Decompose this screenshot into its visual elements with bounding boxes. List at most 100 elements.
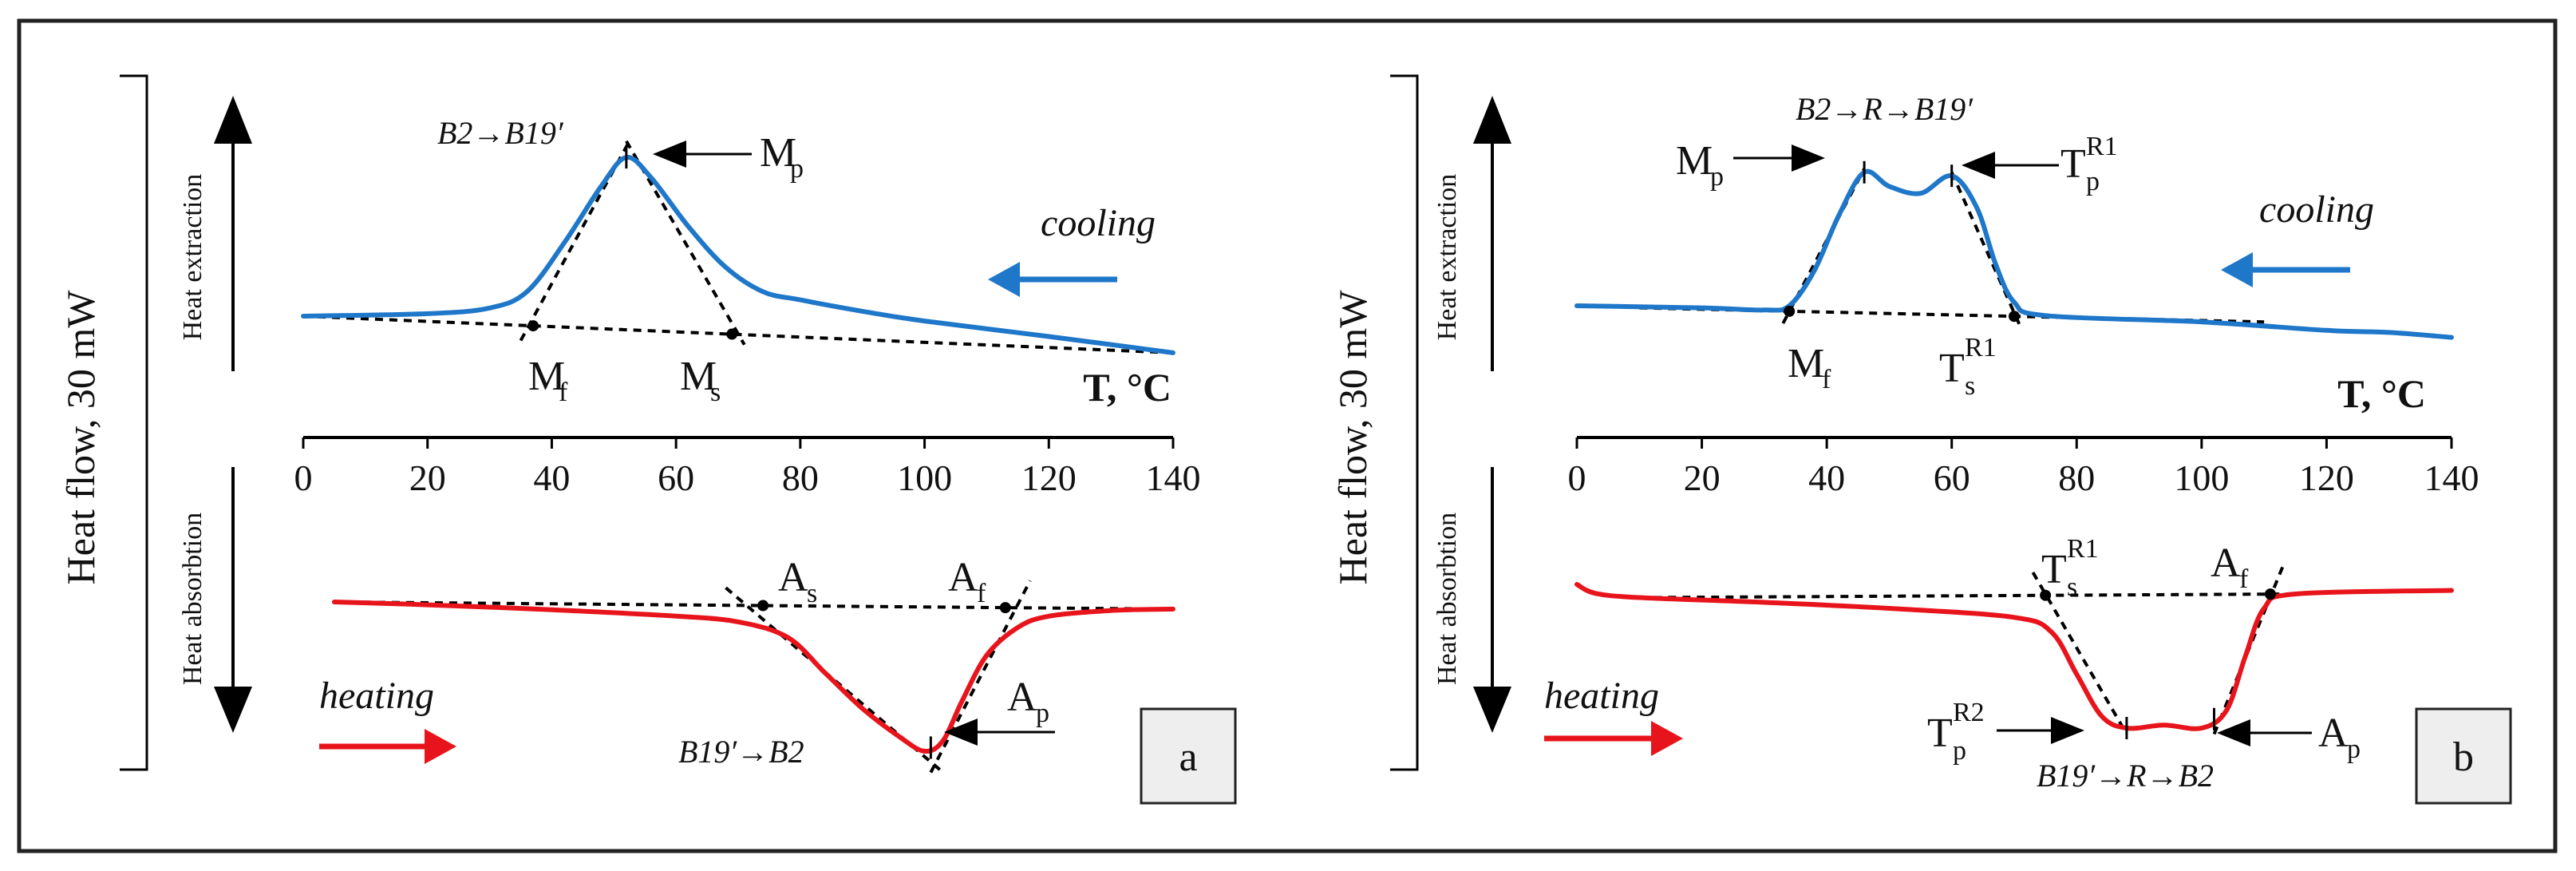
svg-text:f: f [977, 579, 986, 608]
heating-transition-label: B19′→R→B2 [2037, 758, 2214, 794]
label-mp: M p [1676, 138, 1825, 192]
heat-extraction-arrowhead [1473, 96, 1511, 144]
svg-text:T: T [1927, 711, 1953, 756]
x-tick-label: 140 [2424, 457, 2479, 498]
x-tick-label: 100 [897, 457, 952, 498]
onset-marker [757, 600, 769, 612]
label-ap: A p [944, 675, 1055, 746]
svg-text:A: A [2211, 540, 2241, 586]
x-tick-label: 80 [782, 457, 819, 498]
svg-text:s: s [807, 579, 817, 608]
cooling-curve [301, 155, 1175, 355]
x-tick-label: 60 [1934, 457, 1970, 498]
x-tick-label: 120 [2299, 457, 2354, 498]
onset-marker [726, 328, 738, 340]
x-axis-label: T, °C [1083, 365, 1171, 410]
onset-marker [2009, 311, 2020, 323]
heating-curve [1574, 582, 2454, 731]
svg-text:T: T [2041, 547, 2067, 592]
heat-absorbtion-arrowhead [214, 687, 252, 733]
label-ms: M s [680, 354, 721, 407]
svg-text:M: M [1788, 341, 1824, 386]
onset-marker [527, 320, 539, 332]
y-bracket [120, 74, 148, 771]
label-mp: M p [653, 130, 804, 184]
svg-text:M: M [760, 130, 796, 176]
panel-a: Heat flow, 30 mW Heat extraction Heat ab… [58, 74, 1237, 805]
heating-baseline [334, 600, 1174, 611]
heating-baseline [1639, 592, 2296, 600]
cooling-arrowhead [2221, 252, 2253, 287]
svg-text:p: p [1710, 162, 1724, 192]
svg-text:s: s [1965, 371, 1975, 401]
svg-text:f: f [2239, 564, 2249, 594]
x-tick-label: 80 [2058, 457, 2095, 498]
svg-text:M: M [680, 354, 717, 399]
x-tick-label: 40 [1808, 457, 1845, 498]
x-axis: 0 20 40 60 80 100 120 140 [1568, 436, 2479, 498]
svg-text:R2: R2 [1953, 698, 1985, 727]
cooling-label: cooling [1041, 202, 1156, 244]
svg-text:R1: R1 [2067, 534, 2099, 564]
heating-label: heating [319, 675, 434, 717]
svg-text:f: f [1822, 365, 1831, 394]
cooling-arrowhead [988, 262, 1020, 297]
heating-tangent-right [929, 580, 1032, 774]
x-tick-label: 100 [2174, 457, 2229, 498]
y-axis-label: Heat flow, 30 mW [58, 290, 103, 585]
heating-label: heating [1544, 675, 1659, 717]
dsc-curves [301, 155, 1175, 754]
svg-text:A: A [1007, 675, 1037, 720]
svg-text:p: p [2347, 734, 2361, 764]
heat-extraction-label: Heat extraction [1432, 174, 1462, 341]
cooling-transition-label: B2→R→B19′ [1796, 91, 1973, 127]
cooling-label: cooling [2259, 188, 2374, 231]
label-mf: M f [1788, 341, 1831, 394]
heat-absorbtion-arrowhead [1473, 687, 1511, 733]
onset-marker [2040, 589, 2052, 601]
heating-arrowhead [1651, 721, 1683, 756]
label-tp-r1: T p R1 [1962, 132, 2118, 196]
svg-text:f: f [559, 378, 568, 407]
point-markers [527, 146, 1011, 759]
x-tick-label: 20 [1684, 457, 1721, 498]
label-af: A f [2211, 540, 2249, 594]
heating-curve [331, 600, 1175, 754]
label-ap: A p [2217, 711, 2361, 764]
svg-text:p: p [1953, 736, 1966, 766]
svg-text:p: p [2086, 167, 2100, 196]
svg-text:p: p [1036, 699, 1049, 728]
svg-text:s: s [710, 378, 721, 407]
x-axis-label: T, °C [2337, 371, 2426, 416]
heating-transition-label: B19′→B2 [678, 734, 804, 770]
panel-a-label: a [1179, 734, 1197, 780]
svg-text:p: p [790, 154, 804, 184]
y-bracket [1390, 74, 1419, 771]
x-tick-label: 20 [409, 457, 446, 498]
label-mf: M f [528, 354, 568, 407]
label-af: A f [948, 555, 986, 608]
onset-marker [999, 602, 1011, 614]
label-ts-r1-cooling: T s R1 [1939, 333, 1997, 401]
heat-extraction-label: Heat extraction [178, 174, 207, 341]
svg-text:A: A [948, 555, 978, 600]
heat-absorbtion-label: Heat absorbtion [1432, 513, 1462, 685]
svg-text:R1: R1 [2086, 132, 2118, 161]
svg-text:A: A [778, 555, 808, 600]
svg-text:A: A [2318, 711, 2349, 756]
x-tick-label: 40 [533, 457, 570, 498]
svg-text:T: T [2060, 141, 2086, 187]
onset-marker [1784, 305, 1796, 317]
panel-a-label-box [1140, 707, 1237, 805]
label-ts-r1-heating: T s R1 [2041, 534, 2099, 602]
x-tick-label: 0 [1568, 457, 1586, 498]
svg-text:M: M [528, 354, 565, 399]
panel-b: Heat flow, 30 mW Heat extraction Heat ab… [1330, 74, 2512, 805]
x-tick-label: 0 [294, 457, 313, 498]
onset-marker [2264, 588, 2276, 600]
x-tick-label: 60 [658, 457, 694, 498]
heat-absorbtion-label: Heat absorbtion [178, 513, 207, 685]
y-axis-label: Heat flow, 30 mW [1330, 290, 1375, 585]
cooling-tangent-right [625, 140, 746, 346]
